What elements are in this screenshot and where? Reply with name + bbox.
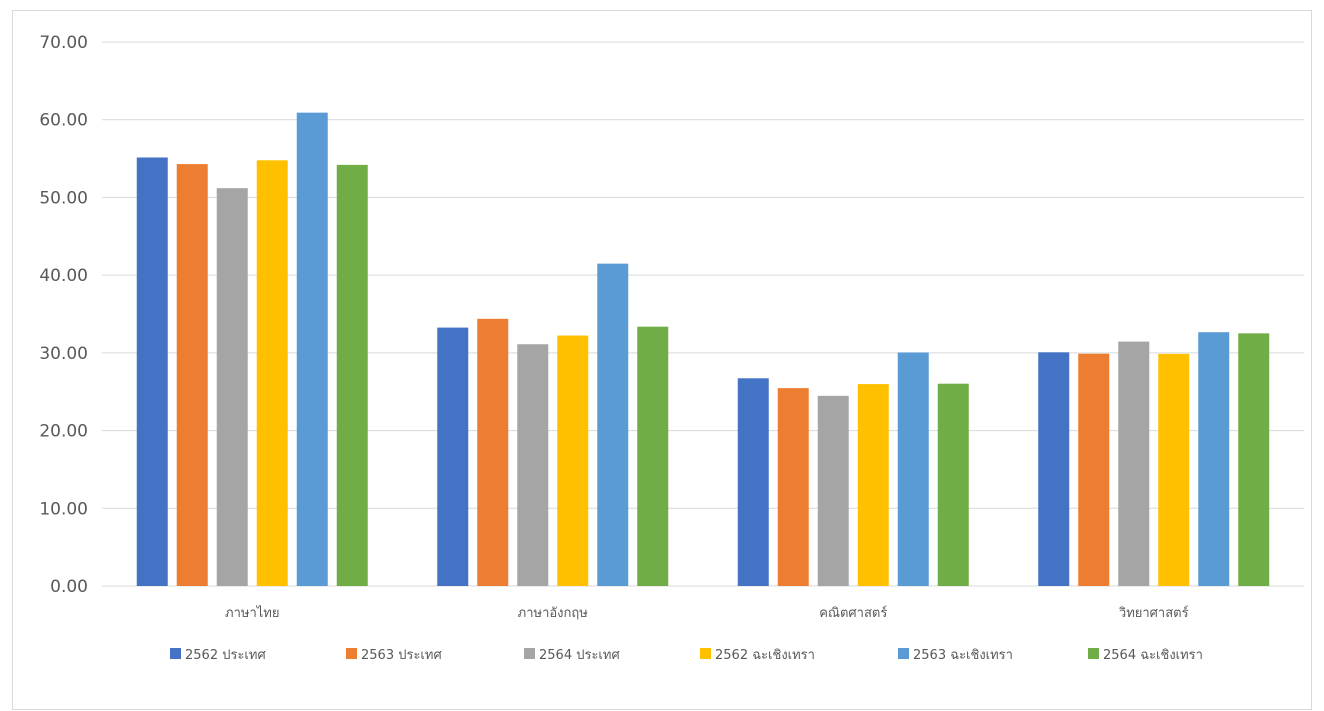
bar <box>937 383 969 586</box>
bar <box>216 188 248 586</box>
bar <box>737 378 769 586</box>
x-tick-label: ภาษาไทย <box>225 605 279 621</box>
y-tick-label: 0.00 <box>50 577 88 597</box>
bar <box>897 352 929 586</box>
legend-swatch <box>346 648 357 659</box>
y-axis-ticks: 0.00 10.00 20.00 30.00 40.00 50.00 60.00 70.00 <box>39 33 88 597</box>
bar <box>557 335 589 586</box>
bar <box>477 318 509 586</box>
y-tick-label: 10.00 <box>39 499 88 519</box>
bar <box>1118 341 1150 586</box>
legend-label: 2562 ฉะเชิงเทรา <box>715 648 815 663</box>
x-tick-label: วิทยาศาสตร์ <box>1118 605 1188 621</box>
legend-swatch <box>524 648 535 659</box>
x-axis-labels: ภาษาไทย ภาษาอังกฤษ คณิตศาสตร์ วิทยาศาสตร์ <box>225 605 1189 621</box>
legend-label: 2563 ประเทศ <box>361 648 442 663</box>
legend: 2562 ประเทศ 2563 ประเทศ 2564 ประเทศ 2562 ฉะ… <box>170 648 1203 663</box>
bar <box>437 327 469 586</box>
y-tick-label: 60.00 <box>39 111 88 131</box>
bar <box>1238 333 1270 586</box>
x-tick-label: คณิตศาสตร์ <box>819 605 887 621</box>
bar <box>777 388 809 586</box>
y-tick-label: 30.00 <box>39 344 88 364</box>
x-tick-label: ภาษาอังกฤษ <box>518 606 589 621</box>
legend-swatch <box>898 648 909 659</box>
bar <box>637 326 669 586</box>
bar <box>176 164 208 586</box>
bar <box>817 395 849 586</box>
legend-swatch <box>1088 648 1099 659</box>
bar <box>296 112 328 587</box>
legend-swatch <box>700 648 711 659</box>
y-tick-label: 20.00 <box>39 422 88 442</box>
bar <box>256 160 288 587</box>
bar <box>857 384 889 586</box>
bar <box>1078 353 1110 586</box>
bar <box>1158 353 1190 586</box>
bars <box>136 112 1270 587</box>
bar <box>597 263 629 586</box>
legend-label: 2563 ฉะเชิงเทรา <box>913 648 1013 663</box>
legend-label: 2564 ฉะเชิงเทรา <box>1103 648 1203 663</box>
bar <box>336 164 368 587</box>
legend-label: 2562 ประเทศ <box>185 648 266 663</box>
y-tick-label: 40.00 <box>39 266 88 286</box>
bar <box>136 157 168 586</box>
y-tick-label: 50.00 <box>39 188 88 208</box>
bar <box>517 344 549 586</box>
chart-frame <box>12 10 1312 710</box>
legend-label: 2564 ประเทศ <box>539 648 620 663</box>
bar <box>1038 352 1070 586</box>
legend-swatch <box>170 648 181 659</box>
bar <box>1198 332 1230 586</box>
y-tick-label: 70.00 <box>39 33 88 53</box>
